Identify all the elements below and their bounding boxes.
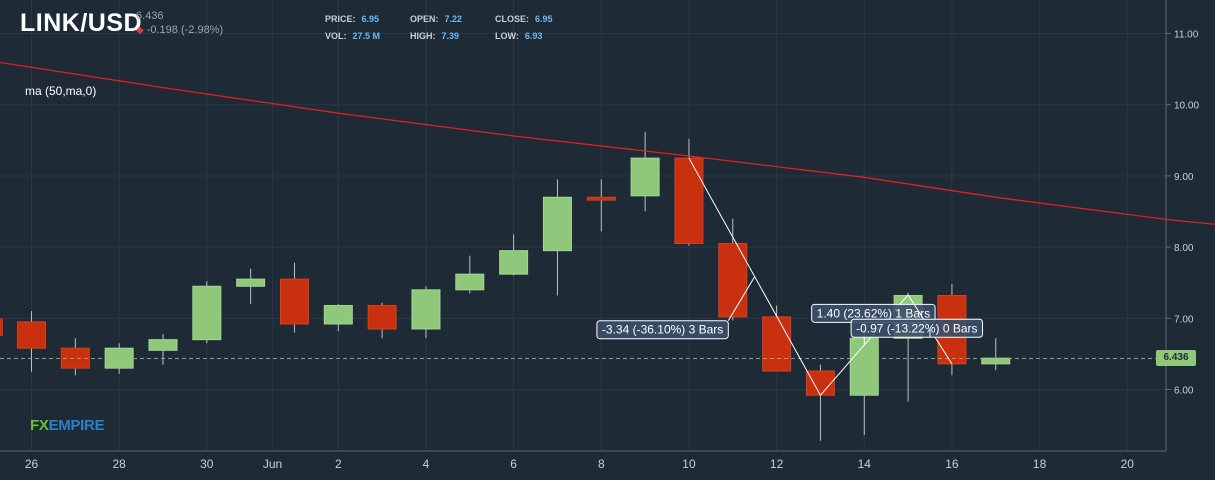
high-label: HIGH: — [410, 31, 436, 41]
fxempire-logo: FXEMPIRE — [30, 417, 105, 434]
x-tick-label: 26 — [25, 457, 39, 471]
measure-annotations: -3.34 (-36.10%) 3 Bars 1.40 (23.62%) 1 Ba… — [596, 157, 984, 396]
low-stat: LOW: 6.93 — [495, 31, 542, 41]
price-change: ◆ -0.198 (-2.98%) — [136, 24, 223, 36]
x-tick-label: 6 — [510, 457, 517, 471]
x-tick-label: 10 — [682, 457, 696, 471]
moving-average — [0, 61, 1215, 225]
price-value: 6.95 — [361, 14, 380, 24]
measure-label: -3.34 (-36.10%) 3 Bars — [602, 323, 723, 337]
chart-header: LINK/USD 6.436 ◆ -0.198 (-2.98%) PRICE: 6.… — [0, 0, 1160, 60]
indicator-label[interactable]: ma (50,ma,0) — [25, 84, 97, 98]
candle-up — [455, 273, 485, 291]
logo-part-fx: FX — [30, 417, 49, 434]
candle-up — [542, 196, 572, 252]
y-tick-label: 10.00 — [1174, 101, 1199, 112]
last-price: 6.436 — [136, 10, 164, 22]
open-stat: OPEN: 7.22 — [410, 14, 462, 24]
x-tick-label: 12 — [770, 457, 784, 471]
y-tick-label: 11.00 — [1174, 30, 1199, 41]
close-value: 6.95 — [535, 14, 553, 24]
candle-down — [805, 370, 835, 396]
low-label: LOW: — [495, 31, 519, 41]
x-tick-label: 4 — [423, 457, 430, 471]
ma-line — [0, 61, 1215, 225]
candle-up — [849, 337, 879, 396]
y-tick-label: 6.00 — [1174, 386, 1194, 397]
candle-down — [17, 321, 46, 349]
vol-value: 27.5 M — [352, 31, 381, 41]
low-value: 6.93 — [524, 31, 543, 41]
price-change-value: -0.198 (-2.98%) — [146, 24, 224, 36]
x-tick-label: Jun — [263, 457, 282, 471]
price-label: PRICE: — [325, 14, 356, 24]
x-tick-label: 18 — [1033, 457, 1047, 471]
candle-down — [60, 347, 90, 369]
x-tick-label: 14 — [858, 457, 872, 471]
measure-label: -0.97 (-13.22%) 0 Bars — [856, 321, 977, 335]
x-tick-label: 2 — [335, 457, 342, 471]
y-tick-label: 7.00 — [1174, 314, 1194, 325]
grid — [0, 0, 1166, 451]
candle-down — [762, 316, 792, 372]
candle-down — [674, 157, 704, 245]
candle-up — [236, 278, 266, 287]
x-tick-label: 30 — [200, 457, 214, 471]
x-tick-label: 28 — [112, 457, 126, 471]
vol-label: VOL: — [325, 31, 347, 41]
x-tick-label: 20 — [1121, 457, 1135, 471]
candle-up — [323, 304, 353, 325]
candle-up — [411, 289, 441, 330]
candle-down — [586, 196, 616, 201]
measure-connector — [727, 276, 756, 321]
high-stat: HIGH: 7.39 — [410, 31, 459, 41]
y-tick-label: 8.00 — [1174, 243, 1194, 254]
current-price-tag: 6.436 — [1156, 350, 1196, 366]
close-stat: CLOSE: 6.95 — [495, 14, 553, 24]
candle-up — [630, 157, 660, 197]
candle-partial — [0, 318, 3, 337]
candle-down — [279, 278, 309, 325]
x-tick-label: 8 — [598, 457, 605, 471]
candle-down — [367, 304, 397, 330]
open-value: 7.22 — [444, 14, 463, 24]
candle-up — [148, 339, 178, 351]
price-stat: PRICE: 6.95 — [325, 14, 379, 24]
x-tick-label: 16 — [945, 457, 959, 471]
candle-up — [981, 357, 1011, 365]
vol-stat: VOL: 27.5 M — [325, 31, 380, 41]
measure-label: 1.40 (23.62%) 1 Bars — [817, 306, 930, 320]
candle-up — [192, 285, 222, 341]
y-tick-label: 9.00 — [1174, 172, 1194, 183]
high-value: 7.39 — [441, 31, 460, 41]
down-arrow-icon: ◆ — [136, 25, 144, 36]
logo-part-empire: EMPIRE — [48, 417, 105, 434]
candles — [0, 131, 1011, 441]
candle-up — [499, 250, 529, 275]
time-axis: 26 28 30 Jun 2 4 6 8 10 12 14 16 18 20 — [0, 450, 1166, 471]
candle-down — [718, 243, 748, 318]
price-axis: 6.00 7.00 8.00 9.00 10.00 11.00 — [1165, 0, 1199, 451]
measure-box — [596, 320, 729, 340]
symbol-title: LINK/USD — [20, 9, 143, 37]
measure-box — [850, 318, 984, 338]
open-label: OPEN: — [410, 14, 439, 24]
close-label: CLOSE: — [495, 14, 530, 24]
